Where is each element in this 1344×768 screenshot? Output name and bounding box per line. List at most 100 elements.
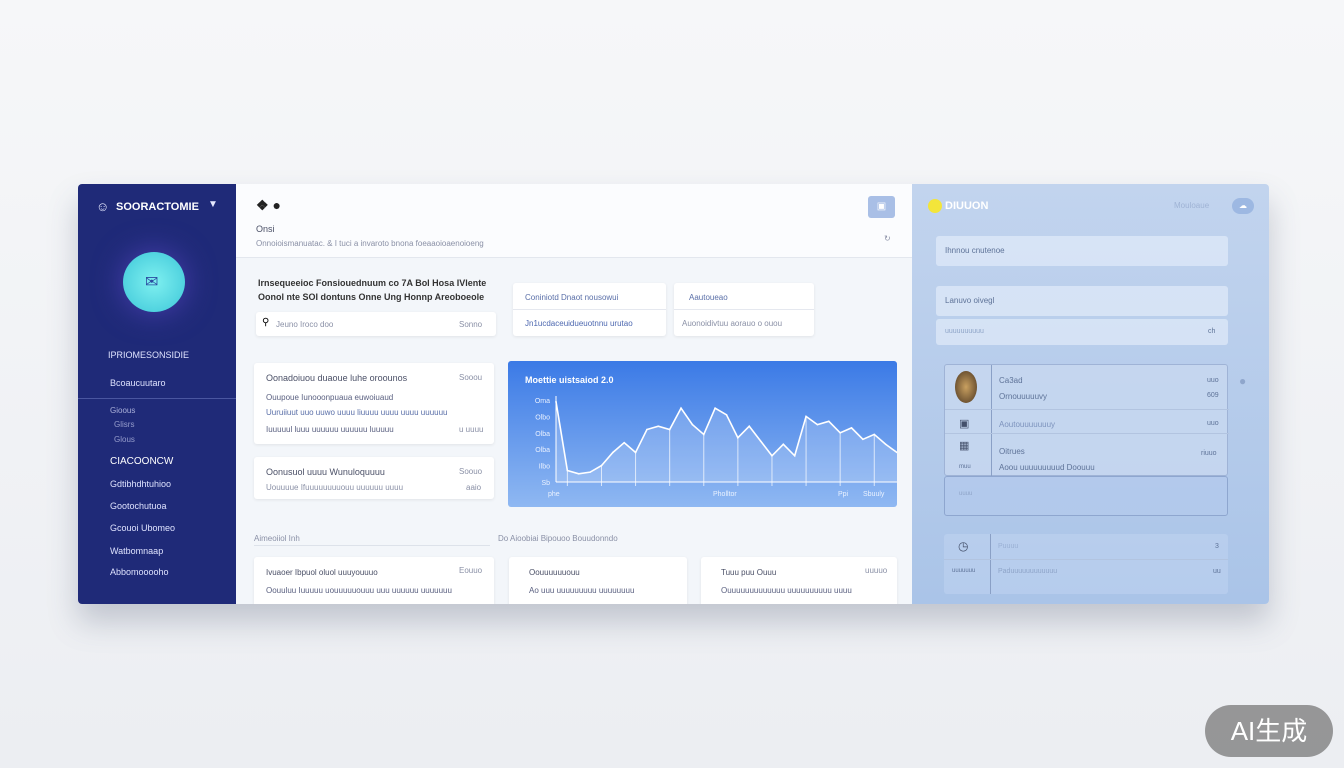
data-point — [589, 471, 591, 473]
brand-name: SOORACTOMIE — [116, 201, 199, 213]
data-point — [896, 451, 897, 454]
card-value: Sooou — [459, 373, 483, 382]
x-tick-label: Ppi — [838, 491, 849, 498]
field-text: Lanuvo oivegl — [945, 296, 995, 305]
data-point — [816, 423, 819, 426]
list-item-tag: uuuuuuu — [952, 568, 976, 574]
data-point — [771, 454, 773, 457]
contact-list: ◷ Puuuu 3 uuuuuuu Paduuuuuuuuuuuu uu — [944, 534, 1228, 594]
tile-value: Auonoidivtuu aorauo o ouou — [682, 319, 783, 328]
sidebar-item[interactable]: Gcouoi Ubomeo — [110, 523, 176, 533]
x-tick-label: Pholltor — [713, 491, 737, 498]
clock-icon: ◷ — [958, 539, 969, 553]
list-card[interactable]: Oonadoiuou duaoue luhe oroounos Sooou Ou… — [254, 363, 494, 444]
panel-link[interactable]: Mouloaue — [1174, 201, 1210, 210]
field-value: ch — [1208, 328, 1216, 335]
text-field[interactable]: uuuuuuuuuu ch — [936, 319, 1228, 345]
sidebar-item[interactable]: Gioous — [110, 406, 136, 415]
sidebar-item[interactable]: Glisrs — [114, 420, 135, 429]
data-point — [623, 441, 625, 444]
data-point — [657, 425, 660, 428]
data-point — [828, 420, 830, 423]
data-point — [600, 464, 603, 467]
card-value: Soouo — [459, 467, 483, 476]
bottom-card[interactable]: Oouuuuuuouu Ao uuu uuuuuuuuu uuuuuuuu — [509, 557, 687, 604]
data-point — [691, 423, 694, 426]
data-point — [680, 407, 682, 409]
sidebar-item[interactable]: Glous — [114, 435, 135, 444]
data-point — [839, 432, 841, 434]
tile[interactable]: Coniniotd Dnaot nousowui Jn1ucdaceuidueu… — [513, 283, 666, 336]
card-text: Oouuluu Iuuuuu uouuuuuouuu uuu uuuuuu uu… — [266, 586, 452, 595]
list-item-value: uu — [1213, 568, 1221, 575]
data-point — [702, 433, 705, 436]
divider — [513, 309, 666, 310]
avatar[interactable] — [955, 371, 977, 403]
text-field[interactable]: Ihnnou cnutenoe — [936, 236, 1228, 266]
app-window: ☺ SOORACTOMIE ▼ ✉ IPRIOMESONSIDIE Bcoauc… — [78, 184, 1269, 604]
x-tick-label: Sbuuly — [863, 491, 885, 498]
card-title: Tuuu puu Ouuu — [721, 568, 777, 577]
tile-value: Jn1ucdaceuidueuotnnu urutao — [525, 319, 633, 328]
data-point — [850, 427, 853, 429]
list-item-value: uuo — [1207, 377, 1219, 384]
list-item-title: Ca3ad — [999, 376, 1023, 385]
input-slot[interactable]: uuuu — [944, 476, 1228, 516]
sidebar-section[interactable]: CIACOONCW — [110, 456, 174, 467]
chat-bubble-icon[interactable]: ● — [1239, 374, 1247, 388]
card-title: Oonadoiuou duaoue luhe oroounos — [266, 373, 408, 383]
search-filter-dropdown[interactable]: Sonno — [459, 320, 483, 329]
data-point — [759, 440, 762, 442]
status-dot-icon — [928, 199, 942, 213]
y-tick-label: Ilbo — [539, 464, 550, 471]
sidebar: ☺ SOORACTOMIE ▼ ✉ IPRIOMESONSIDIE Bcoauc… — [78, 184, 236, 604]
sidebar-item[interactable]: IPRIOMESONSIDIE — [108, 350, 190, 360]
app-logo-icon: ❖ ● — [256, 197, 281, 213]
list-item-sub: Ornouuuuuvy — [999, 392, 1048, 401]
sidebar-item[interactable]: Bcoaucuutaro — [110, 378, 166, 388]
list-item: Uouuuue Ifuuuuuuuuouu uuuuuu uuuu — [266, 483, 404, 492]
list-item-value: u uuuu — [459, 425, 484, 434]
list-item-title: Aoutouuuuuuuy — [999, 420, 1056, 429]
card-title: Ivuaoer Ibpuol oluol uuuyouuuo — [266, 568, 378, 577]
refresh-icon[interactable]: ↻ — [884, 234, 891, 243]
card-value: uuuuo — [865, 566, 888, 575]
bottom-card[interactable]: Ivuaoer Ibpuol oluol uuuyouuuo Eouuo Oou… — [254, 557, 494, 604]
chevron-down-icon[interactable]: ▼ — [208, 199, 218, 210]
tile[interactable]: Aautoueao Auonoidivtuu aorauo o ouou — [674, 283, 814, 336]
data-point — [748, 425, 751, 428]
data-point — [862, 438, 864, 441]
list-item-value: riuuo — [1201, 450, 1217, 457]
data-point — [577, 473, 580, 475]
data-point — [566, 469, 569, 472]
search-icon: ⚲ — [262, 317, 270, 328]
sidebar-item[interactable]: Gootochutuoa — [110, 501, 167, 511]
y-tick-label: Olbo — [535, 414, 550, 421]
sidebar-item[interactable]: Watbomnaap — [110, 546, 164, 556]
divider — [990, 534, 991, 594]
cloud-icon[interactable]: ☁ — [1232, 198, 1254, 214]
avatar[interactable]: ✉ — [123, 252, 185, 312]
field-text: Ihnnou cnutenoe — [945, 246, 1005, 255]
data-point — [646, 428, 648, 431]
divider — [78, 398, 236, 399]
sidebar-item[interactable]: Gdtibhdhtuhioo — [110, 479, 172, 489]
data-point — [884, 443, 887, 446]
area-fill — [556, 401, 897, 482]
divider — [944, 559, 1228, 560]
bottom-card[interactable]: Tuuu puu Ouuu uuuuo Ouuuuuuuuuuuuu uuuuu… — [701, 557, 897, 604]
text-field[interactable]: Lanuvo oivegl — [936, 286, 1228, 316]
line-chart: Sb Ilbo Olba Olba Olbo Oma phe Pholltor Ppi Sbuul… — [535, 396, 897, 498]
page-subtitle: Onnoioismanuatac. & I tuci a invaroto bn… — [256, 239, 484, 248]
list-item-value: 3 — [1215, 543, 1219, 550]
data-point — [793, 454, 796, 457]
user-icon: ☺ — [96, 199, 110, 214]
section-label: Do Aioobiai Bipouoo Bouudonndo — [498, 534, 618, 543]
sidebar-item[interactable]: Abbomooooho — [110, 567, 169, 577]
search-input[interactable]: ⚲ Jeuno Iroco doo Sonno — [256, 312, 496, 336]
divider — [945, 409, 1229, 410]
grid-button[interactable]: ▣ — [868, 196, 895, 218]
data-point — [873, 433, 876, 436]
list-card[interactable]: Oonusuol uuuu Wunuloquuuu Soouo Uouuuue … — [254, 457, 494, 499]
page-title: Onsi — [256, 224, 275, 234]
